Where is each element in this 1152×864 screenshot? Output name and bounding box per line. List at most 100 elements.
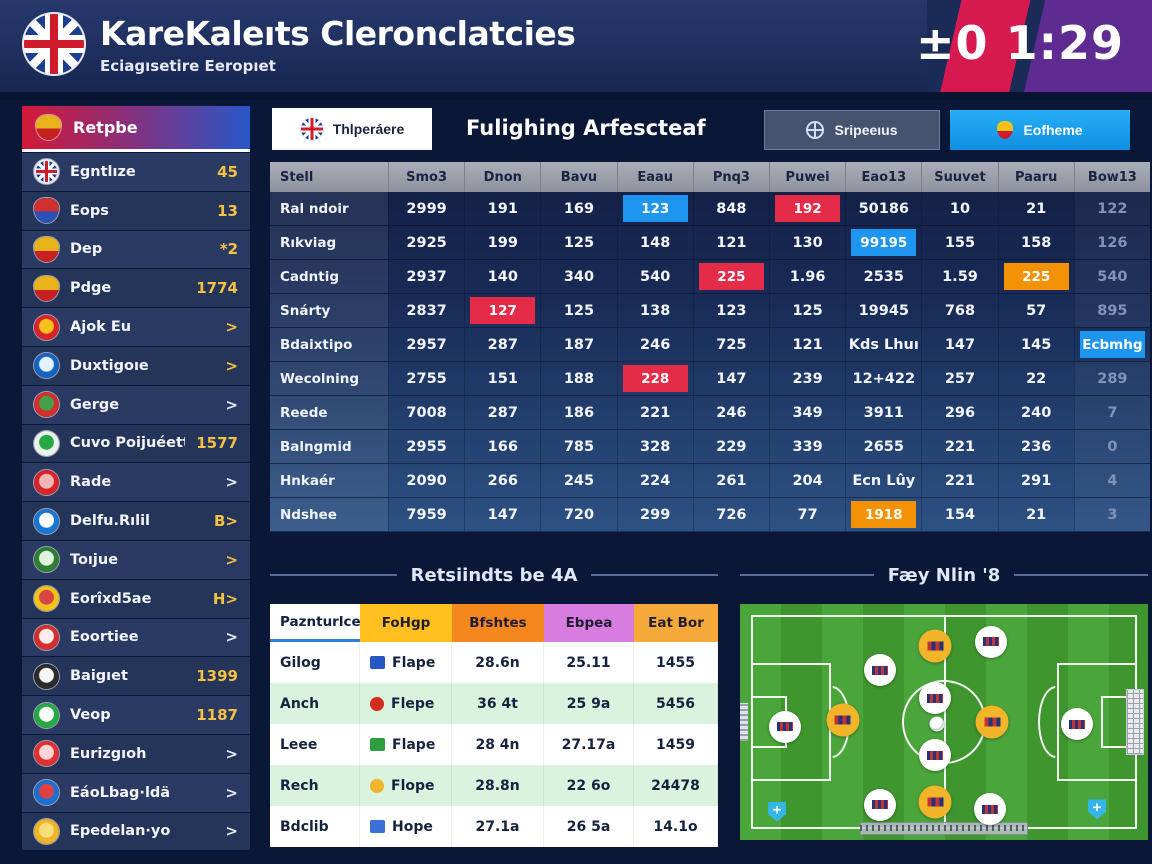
results-value-cell: 36 4t xyxy=(452,683,544,724)
stat-cell: 540 xyxy=(616,260,693,293)
stat-cell: 186 xyxy=(540,396,616,429)
results-value-cell: 24478 xyxy=(634,765,718,806)
chevron-right-icon: > xyxy=(225,356,238,375)
club-crest-glyph xyxy=(871,800,888,810)
odds-highlight-cell[interactable]: 192 xyxy=(774,195,841,222)
stat-cell: 768 xyxy=(921,294,997,327)
tab-international[interactable]: Sripeeıus xyxy=(764,110,940,150)
column-header: Pnq3 xyxy=(692,162,769,192)
odds-highlight-cell[interactable]: Ecbmhg xyxy=(1079,331,1145,358)
odds-highlight-cell[interactable]: 225 xyxy=(698,263,764,290)
results-row[interactable]: Leee Flape 28 4n 27.17a 1459 xyxy=(270,724,718,765)
stat-cell: 199 xyxy=(464,226,540,259)
sidebar-item-count: 1399 xyxy=(196,667,238,686)
club-badge-icon xyxy=(34,353,59,379)
ball-marker xyxy=(929,716,945,732)
club-badge-icon xyxy=(34,547,59,573)
sidebar-item[interactable]: Pdge 1774 xyxy=(22,269,250,308)
sidebar-item[interactable]: Toıjue > xyxy=(22,540,250,579)
table-row[interactable]: Hnkaér 2090 266 245 224 261 204 Ecn Lûy 221 291 4 xyxy=(270,464,1150,498)
sidebar-item[interactable]: Veop 1187 xyxy=(22,696,250,734)
stat-cell: 261 xyxy=(692,464,769,497)
results-flag-label: Flape xyxy=(392,736,436,753)
table-row[interactable]: Ral ndoir 2999 191 169 123 848 192 50186 10 21 122 xyxy=(270,192,1150,226)
stat-cell: 21 xyxy=(997,192,1074,225)
sidebar-item[interactable]: Duxtigoıe > xyxy=(22,346,250,385)
player-marker-away xyxy=(918,629,952,663)
stat-cell: 2925 xyxy=(388,226,464,259)
stat-cell: 138 xyxy=(616,294,693,327)
stat-cell: 2655 xyxy=(845,430,921,463)
results-value-cell: 14.1o xyxy=(634,806,718,847)
chevron-right-icon: > xyxy=(225,783,238,802)
odds-highlight-cell[interactable]: 225 xyxy=(1003,263,1069,290)
shield-icon xyxy=(34,275,59,301)
sidebar-item-label: Eurizgıoh xyxy=(70,745,147,762)
stat-cell: 245 xyxy=(540,464,616,497)
sidebar-item[interactable]: EáoLbag·ldä > xyxy=(22,773,250,812)
table-row[interactable]: Wecolning 2755 151 188 228 147 239 12+422 257 22 2… xyxy=(270,362,1150,396)
stat-cell: 2090 xyxy=(388,464,464,497)
results-row[interactable]: Gilog Flape 28.6n 25.11 1455 xyxy=(270,642,718,683)
player-marker-home xyxy=(919,739,952,772)
table-row[interactable]: Bdaixtipo 2957 287 187 246 725 121 Kds Lhuı 147 1… xyxy=(270,328,1150,362)
sidebar-item-label: Baigıet xyxy=(70,668,128,685)
sidebar-header[interactable]: Retpbe xyxy=(22,106,250,152)
odds-highlight-cell[interactable]: 1918 xyxy=(851,501,917,528)
odds-highlight-cell[interactable]: 228 xyxy=(622,365,688,392)
stat-cell: 21 xyxy=(997,498,1074,531)
results-row-label: Leee xyxy=(270,724,360,765)
table-row[interactable]: Reede 7008 287 186 221 246 349 3911 296 240 7 xyxy=(270,396,1150,430)
odds-highlight-cell[interactable]: 123 xyxy=(622,195,688,222)
uk-flag-logo-icon xyxy=(22,12,86,76)
stat-cell: 121 xyxy=(692,226,769,259)
results-column-header: FoHgp xyxy=(360,604,452,642)
results-row[interactable]: Anch Flepe 36 4t 25 9a 5456 xyxy=(270,683,718,724)
stat-cell: 848 xyxy=(692,192,769,225)
sidebar-item[interactable]: Dep *2 xyxy=(22,230,250,269)
table-row[interactable]: Balngmid 2955 166 785 328 229 339 2655 221 236 0 xyxy=(270,430,1150,464)
sidebar-item[interactable]: Rade > xyxy=(22,463,250,502)
sidebar-item[interactable]: Cuvo Poijuéett 1577 xyxy=(22,424,250,463)
sidebar-item-label: Duxtigoıe xyxy=(70,357,149,374)
sidebar-item[interactable]: Egntlıze 45 xyxy=(22,153,250,191)
table-row[interactable]: Rıkviag 2925 199 125 148 121 130 99195 155 158 126 xyxy=(270,226,1150,260)
stat-cell: 151 xyxy=(464,362,540,395)
stat-cell: 191 xyxy=(464,192,540,225)
results-row[interactable]: Bdclib Hope 27.1a 26 5a 14.1o xyxy=(270,806,718,847)
column-header: Dnon xyxy=(464,162,540,192)
results-flag-cell: Flope xyxy=(360,765,452,806)
table-row[interactable]: Ndshee 7959 147 720 299 726 77 1918 154 21 3 xyxy=(270,498,1150,532)
stat-cell: 166 xyxy=(464,430,540,463)
results-section-title: Retsiindts be 4A xyxy=(270,560,718,590)
table-row[interactable]: Snárty 2837 127 125 138 123 125 19945 768 57 895 xyxy=(270,294,1150,328)
tab-country[interactable]: Thlperáere xyxy=(272,108,432,150)
sidebar-item[interactable]: Epedelan·yo > xyxy=(22,812,250,851)
sidebar-item-label: Veop xyxy=(70,707,111,724)
results-row[interactable]: Rech Flope 28.8n 22 6o 24478 xyxy=(270,765,718,806)
sidebar-item[interactable]: Baigıet 1399 xyxy=(22,657,250,696)
odds-highlight-cell[interactable]: 99195 xyxy=(851,229,917,256)
results-title-text: Retsiindts be 4A xyxy=(410,564,578,586)
stat-cell: 726 xyxy=(692,498,769,531)
sidebar-item[interactable]: Eoortiee > xyxy=(22,618,250,657)
sidebar-item[interactable]: Ajok Eu > xyxy=(22,308,250,346)
column-header: Suuvet xyxy=(921,162,997,192)
sidebar-item[interactable]: Eurizgıoh > xyxy=(22,734,250,773)
stat-cell: 225 xyxy=(692,260,769,293)
goal-net-right xyxy=(1126,688,1144,756)
sidebar-item[interactable]: Eops 13 xyxy=(22,191,250,230)
sidebar-item[interactable]: Gerge > xyxy=(22,385,250,424)
sidebar-item[interactable]: Delfu.Rılil B> xyxy=(22,502,250,540)
table-row[interactable]: Cadntig 2937 140 340 540 225 1.96 2535 1.59 225 54… xyxy=(270,260,1150,294)
club-badge-icon xyxy=(34,392,59,418)
club-crest-glyph xyxy=(871,665,888,675)
stat-cell: 7008 xyxy=(388,396,464,429)
stat-cell: Ecbmhg xyxy=(1073,328,1150,361)
sidebar-item-label: Dep xyxy=(70,241,103,258)
odds-highlight-cell[interactable]: 127 xyxy=(470,297,536,324)
tab-teams[interactable]: Eofheme xyxy=(950,110,1130,150)
shield-icon xyxy=(34,198,59,224)
stat-cell: 2955 xyxy=(388,430,464,463)
sidebar-item[interactable]: Eorîxd5ae H> xyxy=(22,579,250,618)
